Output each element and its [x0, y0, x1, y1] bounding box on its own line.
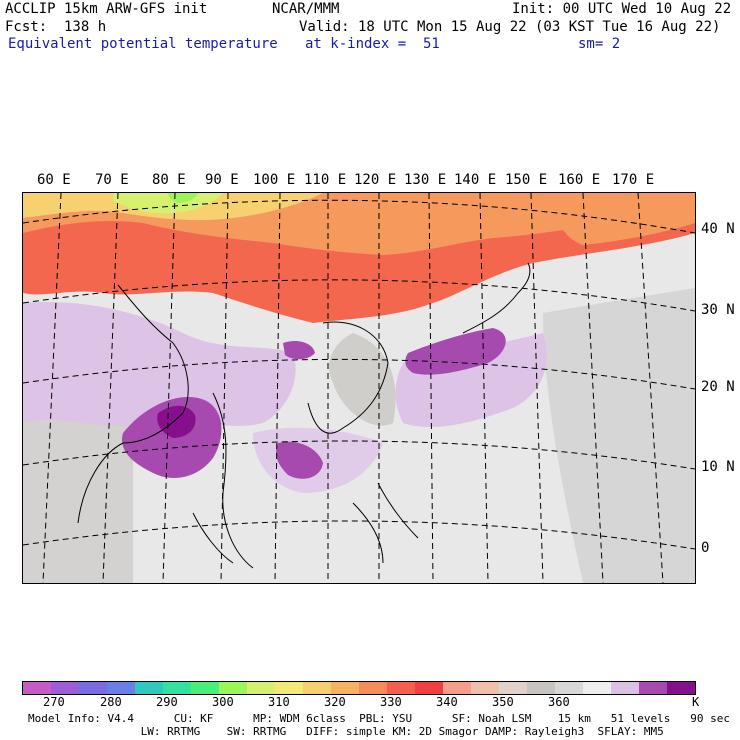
smoothing-value: sm= 2 — [578, 36, 621, 52]
colorbar-swatch — [527, 682, 555, 694]
colorbar-swatch — [667, 682, 695, 694]
institution-label: NCAR/MMM — [272, 1, 340, 17]
field-name: Equivalent potential temperature — [8, 36, 278, 52]
colorbar-swatch — [163, 682, 191, 694]
colorbar-label: 330 — [380, 695, 402, 709]
colorbar-swatch — [359, 682, 387, 694]
lon-label: 140 E — [454, 172, 497, 188]
valid-time: Valid: 18 UTC Mon 15 Aug 22 (03 KST Tue … — [299, 19, 721, 35]
colorbar-swatch — [443, 682, 471, 694]
forecast-hour: Fcst: 138 h — [5, 19, 107, 35]
lon-label: 60 E — [37, 172, 71, 188]
colorbar-swatch — [499, 682, 527, 694]
colorbar-label: 340 — [436, 695, 458, 709]
theta-e-map — [22, 192, 696, 584]
colorbar-swatch — [583, 682, 611, 694]
colorbar-swatch — [247, 682, 275, 694]
lon-label: 100 E — [253, 172, 296, 188]
model-title: ACCLIP 15km ARW-GFS init — [5, 1, 208, 17]
purple-core-china — [283, 341, 315, 360]
colorbar-swatch — [387, 682, 415, 694]
init-time: Init: 00 UTC Wed 10 Aug 22 — [512, 1, 732, 17]
coastline-india — [77, 284, 189, 524]
lon-label: 80 E — [152, 172, 186, 188]
purple-core-indochina — [276, 441, 323, 479]
lon-label: 130 E — [404, 172, 447, 188]
lat-label: 40 N — [701, 221, 735, 237]
lat-label: 10 N — [701, 459, 735, 475]
lat-label: 20 N — [701, 379, 735, 395]
colorbar-label: 270 — [43, 695, 65, 709]
coastline-china — [307, 321, 389, 434]
deep-purple-core-bay — [157, 405, 196, 438]
colorbar-swatch — [23, 682, 51, 694]
map-canvas — [23, 193, 695, 583]
colorbar-swatch — [191, 682, 219, 694]
level-index: at k-index = 51 — [305, 36, 440, 52]
colorbar-swatch — [107, 682, 135, 694]
ne-orange — [553, 193, 695, 245]
colorbar-swatch — [555, 682, 583, 694]
colorbar-label: 320 — [324, 695, 346, 709]
lon-label: 160 E — [558, 172, 601, 188]
colorbar — [22, 681, 696, 695]
warm-band-green — [168, 193, 198, 203]
grey-region-east — [543, 288, 695, 583]
model-info-line2: LW: RRTMG SW: RRTMG DIFF: simple KM: 2D … — [28, 725, 664, 738]
colorbar-label: 350 — [492, 695, 514, 709]
colorbar-swatch — [135, 682, 163, 694]
lon-label: 90 E — [205, 172, 239, 188]
coastline-japan — [462, 262, 531, 334]
lon-label: 150 E — [505, 172, 548, 188]
colorbar-swatch — [331, 682, 359, 694]
lon-label: 120 E — [354, 172, 397, 188]
colorbar-swatch — [471, 682, 499, 694]
colorbar-label: 280 — [100, 695, 122, 709]
colorbar-label: 300 — [212, 695, 234, 709]
colorbar-swatch — [275, 682, 303, 694]
lat-label: 0 — [701, 540, 710, 556]
lilac-region-india — [23, 302, 296, 426]
colorbar-swatch — [219, 682, 247, 694]
colorbar-swatch — [51, 682, 79, 694]
warm-band-lime — [113, 193, 223, 214]
colorbar-swatch — [303, 682, 331, 694]
colorbar-swatch — [611, 682, 639, 694]
meridian-lines — [42, 193, 664, 583]
lon-label: 170 E — [612, 172, 655, 188]
coastline-sumatra — [192, 512, 234, 564]
lon-label: 110 E — [304, 172, 347, 188]
lon-label: 70 E — [95, 172, 129, 188]
colorbar-label: 310 — [268, 695, 290, 709]
coastline-indochina — [212, 392, 254, 569]
coastline-philippines — [352, 482, 419, 564]
lat-label: 30 N — [701, 302, 735, 318]
lilac-region-pacific — [395, 333, 547, 428]
purple-core-bay-of-bengal — [122, 397, 222, 478]
colorbar-label: 360 — [548, 695, 570, 709]
colorbar-label: 290 — [156, 695, 178, 709]
colorbar-swatch — [639, 682, 667, 694]
colorbar-unit: K — [692, 695, 700, 709]
colorbar-swatch — [415, 682, 443, 694]
model-info-line1: Model Info: V4.4 CU: KF MP: WDM 6class P… — [28, 712, 730, 725]
colorbar-swatch — [79, 682, 107, 694]
